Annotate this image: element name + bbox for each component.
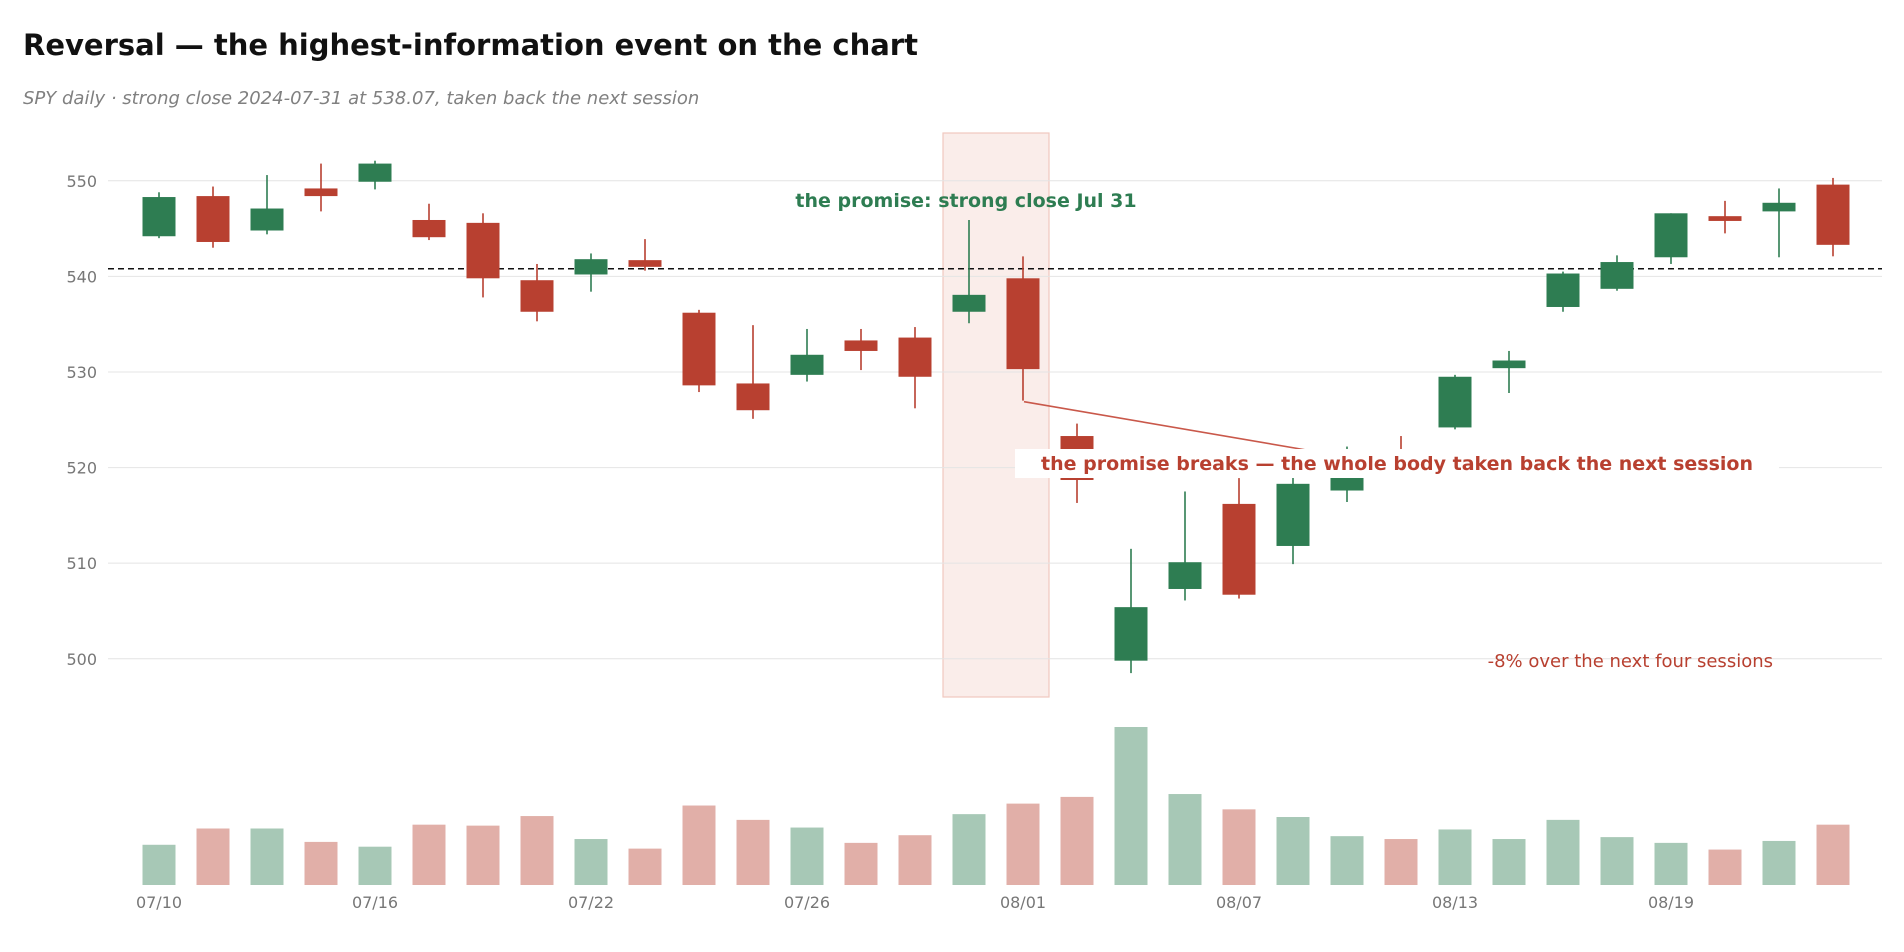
candle-body bbox=[1546, 273, 1580, 307]
annotation-background bbox=[1015, 449, 1779, 478]
volume-bar bbox=[844, 842, 878, 885]
candle-body bbox=[142, 197, 176, 237]
x-tick-label: 08/07 bbox=[1216, 893, 1262, 912]
candle-body bbox=[898, 337, 932, 377]
volume-bars bbox=[142, 727, 1850, 885]
volume-bar bbox=[1654, 842, 1688, 885]
volume-bar bbox=[952, 814, 986, 885]
y-tick-label: 540 bbox=[66, 267, 97, 286]
volume-bar bbox=[466, 825, 500, 885]
candle-body bbox=[196, 196, 230, 242]
volume-bar bbox=[1276, 817, 1310, 885]
candle-body bbox=[1114, 607, 1148, 661]
candle-body bbox=[574, 259, 608, 275]
candle-body bbox=[844, 340, 878, 351]
annotation-promise-breaks: the promise breaks — the whole body take… bbox=[1041, 453, 1753, 475]
y-tick-label: 550 bbox=[66, 172, 97, 191]
annotation-connector bbox=[1023, 400, 1319, 453]
candle-body bbox=[1708, 216, 1742, 221]
volume-bar bbox=[250, 828, 284, 885]
annotation-promise: the promise: strong close Jul 31 bbox=[795, 190, 1136, 212]
candle-body bbox=[1222, 503, 1256, 595]
volume-bar bbox=[1168, 794, 1202, 885]
candles bbox=[142, 160, 1850, 674]
y-tick-label: 530 bbox=[66, 363, 97, 382]
volume-bar bbox=[412, 824, 446, 885]
candle-body bbox=[1654, 213, 1688, 258]
gridlines bbox=[108, 180, 1882, 660]
candle-body bbox=[628, 260, 662, 267]
candle-body bbox=[682, 312, 716, 386]
candle-body bbox=[412, 219, 446, 238]
volume-bar bbox=[1384, 839, 1418, 885]
annotation-drop: -8% over the next four sessions bbox=[1488, 651, 1773, 672]
highlight-zone-rect bbox=[942, 132, 1050, 698]
candle-body bbox=[358, 163, 392, 182]
candle-body bbox=[466, 222, 500, 279]
volume-bar bbox=[1438, 829, 1472, 885]
x-tick-label: 07/26 bbox=[784, 893, 830, 912]
volume-bar bbox=[1114, 727, 1148, 885]
candle-body bbox=[304, 188, 338, 197]
volume-bar bbox=[1762, 840, 1796, 885]
candle-body bbox=[1816, 184, 1850, 245]
x-tick-label: 07/10 bbox=[136, 893, 182, 912]
volume-bar bbox=[142, 844, 176, 885]
volume-bar bbox=[1222, 809, 1256, 885]
candle-body bbox=[1492, 360, 1526, 369]
x-tick-label: 07/16 bbox=[352, 893, 398, 912]
volume-bar bbox=[1060, 796, 1094, 885]
volume-bar bbox=[1816, 824, 1850, 885]
candle-body bbox=[790, 354, 824, 375]
volume-bar bbox=[682, 805, 716, 885]
annotations: the promise: strong close Jul 31 the pro… bbox=[795, 190, 1779, 672]
candle-body bbox=[736, 383, 770, 411]
x-tick-label: 08/13 bbox=[1432, 893, 1478, 912]
candle-body bbox=[1600, 262, 1634, 289]
volume-bar bbox=[790, 827, 824, 885]
volume-bar bbox=[574, 839, 608, 885]
candle-body bbox=[1168, 562, 1202, 589]
candle-body bbox=[520, 280, 554, 312]
candle-body bbox=[1276, 483, 1310, 546]
candle-body bbox=[1006, 278, 1040, 370]
y-axis-ticks: 500 510 520 530 540 550 bbox=[66, 172, 97, 669]
y-tick-label: 500 bbox=[66, 650, 97, 669]
candle-body bbox=[952, 294, 986, 312]
volume-bar bbox=[1330, 836, 1364, 885]
chart-title: Reversal — the highest-information event… bbox=[23, 28, 918, 62]
chart-subtitle: SPY daily · strong close 2024-07-31 at 5… bbox=[23, 88, 700, 109]
x-tick-label: 07/22 bbox=[568, 893, 614, 912]
volume-bar bbox=[1708, 849, 1742, 885]
x-axis-ticks: 07/10 07/16 07/22 07/26 08/01 08/07 08/13 08/19 bbox=[136, 893, 1694, 912]
candle-body bbox=[250, 208, 284, 231]
volume-bar bbox=[736, 819, 770, 885]
volume-bar bbox=[1546, 819, 1580, 885]
volume-bar bbox=[196, 828, 230, 885]
volume-bar bbox=[898, 835, 932, 885]
volume-bar bbox=[1006, 803, 1040, 885]
volume-bar bbox=[520, 816, 554, 885]
candle-body bbox=[1762, 202, 1796, 212]
x-tick-label: 08/01 bbox=[1000, 893, 1046, 912]
volume-bar bbox=[358, 846, 392, 885]
volume-bar bbox=[1492, 839, 1526, 885]
candle-body bbox=[1438, 376, 1472, 428]
y-tick-label: 510 bbox=[66, 554, 97, 573]
x-tick-label: 08/19 bbox=[1648, 893, 1694, 912]
volume-bar bbox=[1600, 837, 1634, 885]
highlight-zone bbox=[942, 132, 1050, 698]
volume-bar bbox=[304, 841, 338, 885]
y-tick-label: 520 bbox=[66, 459, 97, 478]
volume-bar bbox=[628, 848, 662, 885]
